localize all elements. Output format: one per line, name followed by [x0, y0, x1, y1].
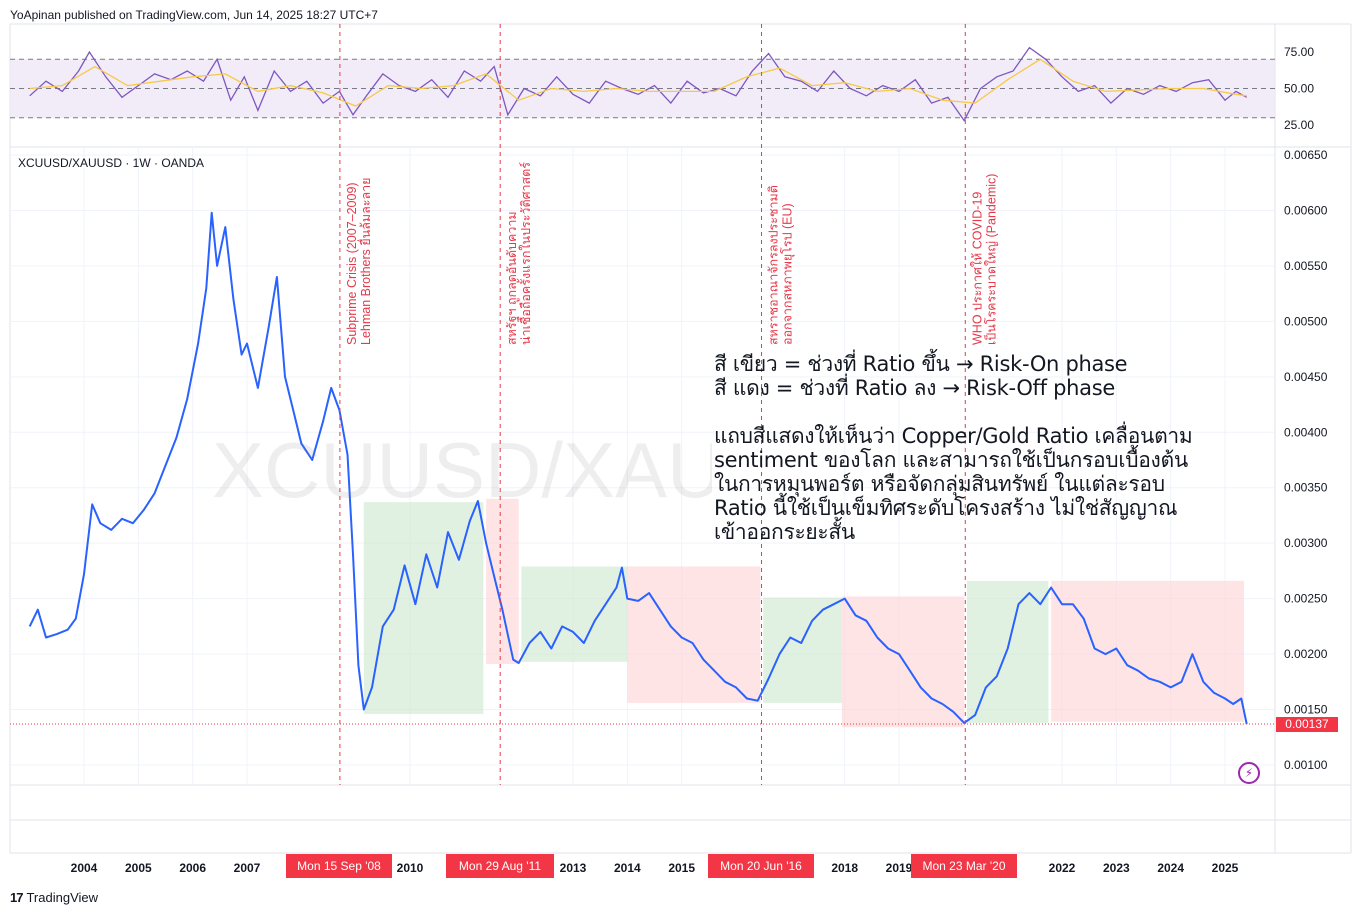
year-tick-label: 2007 [234, 861, 261, 875]
risk-on-zone [966, 580, 1049, 723]
event-label: WHO ประกาศให้ COVID-19 เป็นโรคระบาดใหญ่ (… [970, 174, 998, 345]
note-line: Ratio นี้ใช้เป็นเข็มทิศระดับโครงสร้าง ไม… [714, 496, 1178, 520]
price-tick-label: 0.00100 [1284, 758, 1328, 772]
year-tick-label: 2006 [179, 861, 206, 875]
note-line: ในการหมุนพอร์ต หรือจัดกลุ่มสินทรัพย์ ในแ… [714, 472, 1165, 496]
price-pane[interactable] [10, 211, 1275, 725]
event-text-line2: เป็นโรคระบาดใหญ่ (Pandemic) [983, 174, 998, 345]
grid [10, 148, 1275, 785]
price-tick-label: 0.00450 [1284, 370, 1328, 384]
risk-off-zone [627, 566, 761, 703]
price-line [28, 211, 1248, 725]
symbol-label[interactable]: XCUUSD/XAUUSD · 1W · OANDA [18, 156, 205, 170]
price-tick-label: 0.00350 [1284, 481, 1328, 495]
year-tick-label: 2014 [614, 861, 641, 875]
note-line: สี เขียว = ช่วงที่ Ratio ขึ้น → Risk-On … [714, 352, 1128, 376]
rsi-tick-label: 50.00 [1284, 82, 1314, 96]
last-price-tag: 0.00137 [1276, 717, 1338, 732]
note-line: sentiment ของโลก และสามารถใช้เป็นกรอบเบื… [714, 448, 1188, 472]
year-tick-label: 2024 [1157, 861, 1184, 875]
annotation-note: สี เขียว = ช่วงที่ Ratio ขึ้น → Risk-On … [714, 352, 1274, 544]
year-tick-label: 2005 [125, 861, 152, 875]
footer-brand: TradingView [26, 890, 99, 905]
event-text-line1: WHO ประกาศให้ COVID-19 [970, 192, 984, 345]
event-label: Subprime Crisis (2007–2009) Lehman Brothe… [345, 177, 373, 345]
risk-on-zone [363, 502, 484, 714]
risk-off-zone [486, 498, 519, 665]
price-tick-label: 0.00300 [1284, 536, 1328, 550]
tradingview-logo-icon: 17 [10, 890, 24, 905]
rsi-line [29, 46, 1248, 122]
price-tick-label: 0.00500 [1284, 314, 1328, 328]
risk-on-zone [763, 597, 842, 703]
year-tick-label: 2022 [1049, 861, 1076, 875]
lightning-icon[interactable]: ⚡ [1238, 762, 1260, 784]
rsi-tick-label: 75.00 [1284, 45, 1314, 59]
note-line: สี แดง = ช่วงที่ Ratio ลง → Risk-Off pha… [714, 376, 1115, 400]
symbol-watermark: XCUUSD/XAU [212, 426, 712, 514]
event-text-line1: Subprime Crisis (2007–2009) [345, 182, 359, 345]
year-tick-label: 2018 [831, 861, 858, 875]
event-text-line2: น่าเชื่อถือครั้งแรกในประวัติศาสตร์ [516, 162, 533, 345]
price-tick-label: 0.00250 [1284, 592, 1328, 606]
event-text-line1: สหราชอาณาจักรลงประชามติ [767, 185, 781, 345]
year-tick-label: 2019 [886, 861, 913, 875]
year-tick-label: 2023 [1103, 861, 1130, 875]
event-date-tag: Mon 15 Sep '08 [286, 854, 392, 878]
rsi-ma-line [29, 58, 1247, 107]
year-tick-label: 2013 [560, 861, 587, 875]
event-markers: Subprime Crisis (2007–2009) Lehman Brothe… [339, 24, 998, 785]
publisher-header: YoApinan published on TradingView.com, J… [10, 8, 378, 22]
axis-labels: 75.00 50.00 25.00 0.00650 0.00600 0.00550 0.00… [71, 45, 1328, 875]
rsi-tick-label: 25.00 [1284, 118, 1314, 132]
event-text-line1: สหรัฐฯ ถูกลดอันดับความ [505, 211, 520, 345]
event-date-tag: Mon 20 Jun '16 [708, 854, 814, 878]
year-tick-label: 2025 [1212, 861, 1239, 875]
event-label: สหรัฐฯ ถูกลดอันดับความ น่าเชื่อถือครั้งแร… [505, 162, 533, 345]
year-tick-label: 2004 [71, 861, 98, 875]
year-tick-label: 2010 [397, 861, 424, 875]
event-text-line2: Lehman Brothers ยื่นล้มละลาย [357, 177, 373, 345]
year-tick-label: 2015 [668, 861, 695, 875]
price-tick-label: 0.00150 [1284, 703, 1328, 717]
note-gap [714, 400, 1274, 424]
price-tick-label: 0.00600 [1284, 203, 1328, 217]
price-tick-label: 0.00200 [1284, 647, 1328, 661]
event-text-line2: ออกจากสหภาพยุโรป (EU) [780, 203, 796, 345]
price-tick-label: 0.00650 [1284, 148, 1328, 162]
risk-on-zone [521, 566, 628, 662]
event-date-tag: Mon 29 Aug '11 [446, 854, 554, 878]
footer: 17 TradingView [10, 890, 98, 905]
event-label: สหราชอาณาจักรลงประชามติ ออกจากสหภาพยุโรป … [767, 185, 796, 345]
phase-zones [363, 498, 1245, 728]
price-tick-label: 0.00550 [1284, 259, 1328, 273]
note-line: เข้าออกระยะสั้น [714, 520, 855, 544]
risk-off-zone [1051, 580, 1245, 722]
note-line: แถบสีแสดงให้เห็นว่า Copper/Gold Ratio เค… [714, 424, 1193, 448]
rsi-pane[interactable] [10, 46, 1275, 122]
event-date-tag: Mon 23 Mar '20 [911, 854, 1017, 878]
price-tick-label: 0.00400 [1284, 425, 1328, 439]
